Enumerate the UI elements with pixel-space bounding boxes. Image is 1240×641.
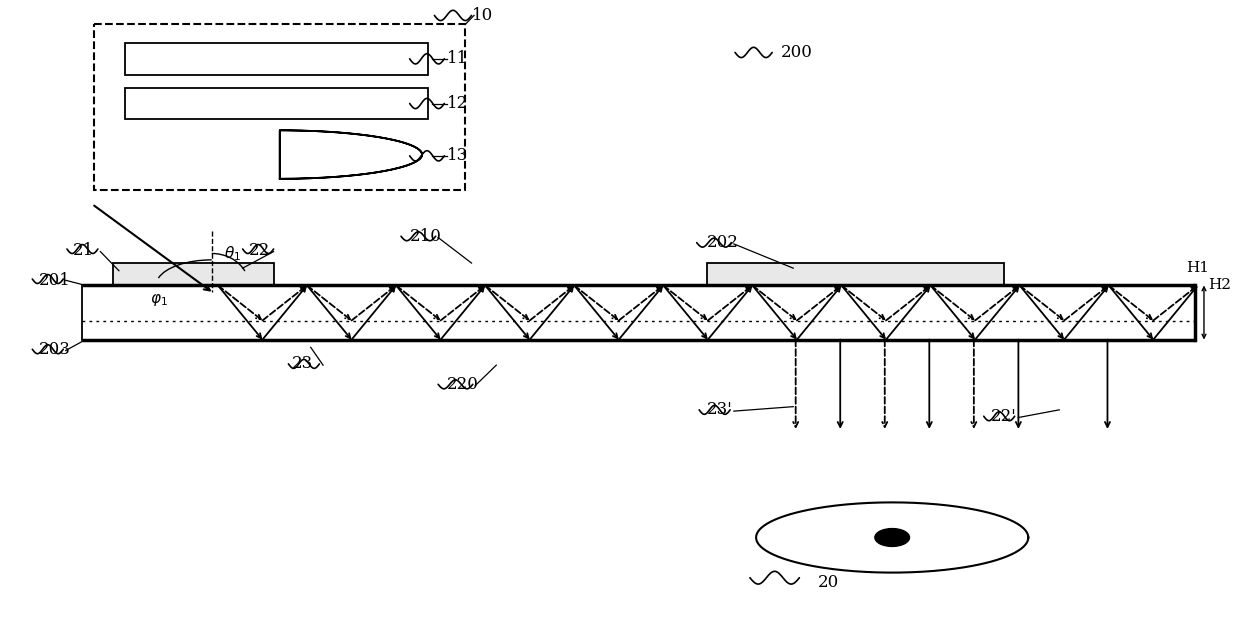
Text: 12: 12: [446, 95, 467, 112]
Text: $\theta_1$: $\theta_1$: [224, 244, 241, 263]
Text: H1: H1: [1187, 261, 1210, 275]
Circle shape: [875, 529, 909, 546]
Text: 21: 21: [73, 242, 94, 259]
Text: 10: 10: [471, 7, 492, 24]
Polygon shape: [113, 263, 274, 285]
Text: $\varphi_1$: $\varphi_1$: [150, 292, 167, 308]
Text: 13: 13: [446, 147, 467, 164]
Text: H2: H2: [1208, 278, 1230, 292]
Text: 22': 22': [991, 408, 1017, 425]
Text: 202: 202: [707, 234, 739, 251]
Text: 201: 201: [38, 272, 71, 290]
Text: 23: 23: [293, 355, 314, 372]
Text: 200: 200: [781, 44, 812, 61]
Text: 11: 11: [446, 51, 467, 67]
Text: 203: 203: [38, 341, 71, 358]
Text: 210: 210: [409, 228, 441, 245]
Text: 220: 220: [446, 376, 479, 393]
Text: 23': 23': [707, 401, 733, 419]
Text: 22: 22: [249, 242, 270, 259]
Text: 20: 20: [818, 574, 839, 590]
Polygon shape: [707, 263, 1003, 285]
